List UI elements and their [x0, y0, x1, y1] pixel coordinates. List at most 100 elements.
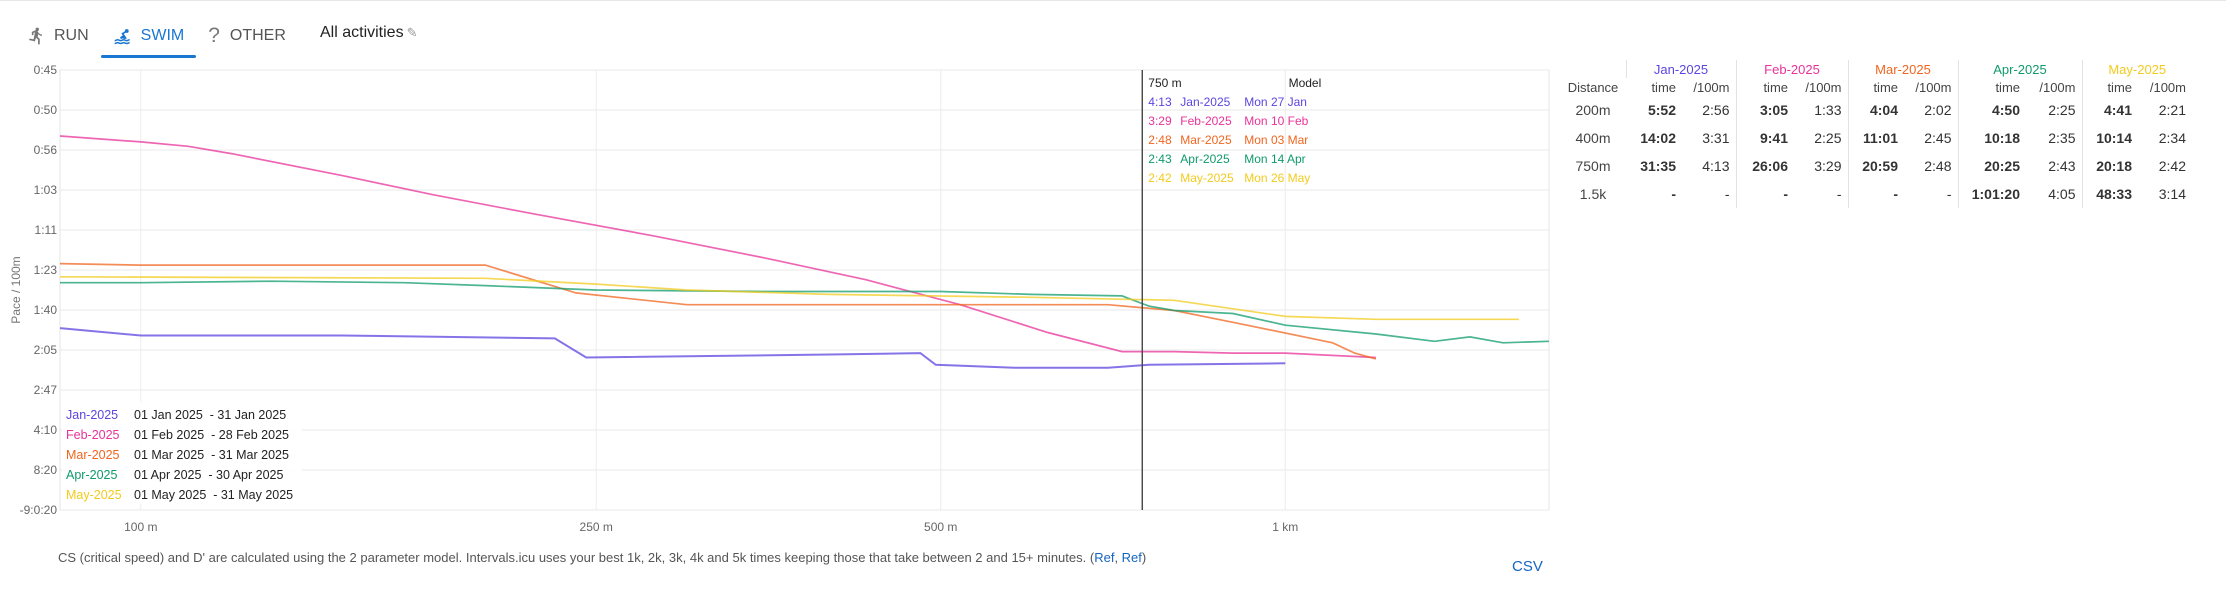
time-cell: 4:04: [1847, 96, 1906, 124]
legend-range: 01 Mar 2025 - 31 Mar 2025: [134, 448, 289, 462]
time-cell: 9:41: [1735, 124, 1796, 152]
pace-subheader: /100m: [2039, 79, 2076, 95]
y-tick-label: -9:0:20: [20, 503, 58, 517]
legend-background: [62, 402, 302, 504]
pace-cell: 2:34: [2158, 130, 2186, 146]
time-subheader: time: [1957, 78, 2028, 96]
tooltip-date: Mon 27 Jan: [1244, 95, 1307, 109]
tab-run-label: RUN: [54, 27, 89, 44]
pace-cell: 2:45: [1924, 130, 1952, 146]
note-text: CS (critical speed) and D' are calculate…: [58, 550, 1087, 565]
x-tick-label: 250 m: [580, 520, 613, 534]
all-activities-selector[interactable]: All activities ✎: [320, 24, 417, 42]
legend-name: Apr-2025: [66, 468, 117, 482]
distance-cell: 400m: [1575, 130, 1611, 146]
time-cell: 11:01: [1847, 124, 1906, 152]
pace-cell: 2:25: [2048, 102, 2076, 118]
run-icon: [29, 27, 42, 45]
tooltip-pace: 2:42: [1148, 171, 1172, 185]
time-subheader: time: [2081, 78, 2140, 96]
time-cell: 26:06: [1735, 152, 1796, 180]
time-cell: 3:05: [1735, 96, 1796, 124]
legend-name: Feb-2025: [66, 428, 120, 442]
pace-cell: 1:33: [1814, 102, 1842, 118]
y-tick-label: 4:10: [34, 423, 58, 437]
series-line-mar-2025: [59, 262, 1377, 360]
pace-cell: 4:05: [2048, 186, 2076, 202]
time-subheader: time: [1847, 78, 1906, 96]
tab-run[interactable]: RUN: [14, 18, 101, 54]
hover-tooltip: 750 m Model 4:13 Jan-2025 Mon 27 Jan 3:29 Feb-…: [1148, 76, 1321, 185]
tooltip-pace: 2:43: [1148, 152, 1172, 166]
all-activities-label: All activities: [320, 24, 404, 41]
tooltip-distance: 750 m: [1148, 76, 1181, 90]
month-header: Feb-2025: [1735, 60, 1848, 78]
pace-cell: 2:25: [1814, 130, 1842, 146]
month-header: Jan-2025: [1625, 60, 1736, 78]
time-subheader: time: [1735, 78, 1796, 96]
tooltip-model-header: Model: [1289, 76, 1322, 90]
pace-cell: -: [1836, 186, 1842, 202]
y-tick-label: 1:23: [34, 263, 58, 277]
pace-chart: 0:45 0:50 0:56 1:03 1:11 1:23 1:40 2:05 2:47 4:10…: [9, 63, 1550, 534]
tab-swim[interactable]: SWIM: [100, 18, 197, 58]
table-subheader-row: Distance time/100m time/100m time/100m time…: [1560, 78, 2192, 96]
tooltip-date: Mon 14 Apr: [1244, 152, 1305, 166]
top-border: [0, 0, 2226, 1]
tooltip-pace: 4:13: [1148, 95, 1172, 109]
tab-other[interactable]: ? OTHER: [196, 18, 298, 54]
table-month-header-row: Jan-2025 Feb-2025 Mar-2025 Apr-2025 May-2025: [1560, 60, 2192, 78]
cs-model-note: CS (critical speed) and D' are calculate…: [58, 550, 1147, 565]
month-header: May-2025: [2081, 60, 2192, 78]
pencil-icon: ✎: [406, 25, 418, 40]
table-row: 750m 31:35 4:13 26:06 3:29 20:59 2:48 20:25 2:43…: [1560, 152, 2192, 180]
time-subheader: time: [1651, 79, 1676, 95]
time-cell: 31:35: [1640, 158, 1676, 174]
time-cell: 14:02: [1640, 130, 1676, 146]
y-axis-title: Pace / 100m: [9, 256, 23, 323]
y-tick-label: 2:05: [34, 343, 58, 357]
distance-cell: 1.5k: [1579, 186, 1607, 202]
pace-cell: 4:13: [1702, 158, 1730, 174]
x-tick-label: 100 m: [124, 520, 157, 534]
chart-legend: Jan-2025 01 Jan 2025 - 31 Jan 2025 Feb-202…: [62, 402, 302, 504]
question-icon: ?: [208, 24, 220, 47]
pace-cell: 2:43: [2048, 158, 2076, 174]
tab-other-label: OTHER: [229, 27, 286, 44]
best-times-table: Jan-2025 Feb-2025 Mar-2025 Apr-2025 May-2025…: [1560, 60, 2192, 208]
ref-link-1[interactable]: Ref: [1094, 550, 1115, 565]
tab-swim-label: SWIM: [140, 27, 185, 44]
time-cell: 20:18: [2081, 152, 2140, 180]
table-row: 400m 14:02 3:31 9:41 2:25 11:01 2:45 10:18 2:35 1…: [1560, 124, 2192, 152]
sport-tabs: RUN SWIM ? OTHER: [14, 18, 298, 58]
csv-link[interactable]: CSV: [1512, 558, 1543, 575]
ref-link-2[interactable]: Ref: [1121, 550, 1142, 565]
pace-cell: -: [1724, 186, 1730, 202]
pace-cell: 2:42: [2158, 158, 2186, 174]
y-tick-label: 0:45: [34, 63, 58, 77]
series-line-apr-2025: [60, 280, 1550, 344]
tooltip-date: Mon 03 Mar: [1244, 133, 1308, 147]
time-cell: -: [1671, 186, 1676, 202]
swim-icon: [114, 29, 130, 45]
y-tick-label: 8:20: [34, 463, 58, 477]
y-tick-label: 0:56: [34, 143, 58, 157]
x-tick-label: 1 km: [1272, 520, 1298, 534]
pace-cell: -: [1946, 186, 1952, 202]
time-cell: -: [1847, 180, 1906, 208]
tooltip-period: Apr-2025: [1180, 152, 1230, 166]
pace-cell: 2:35: [2048, 130, 2076, 146]
legend-name: May-2025: [66, 488, 122, 502]
time-cell: -: [1735, 180, 1796, 208]
month-header: Apr-2025: [1957, 60, 2082, 78]
tooltip-period: Jan-2025: [1180, 95, 1230, 109]
pace-cell: 2:21: [2158, 102, 2186, 118]
distance-cell: 750m: [1575, 158, 1611, 174]
time-cell: 4:50: [1957, 96, 2028, 124]
table-body: 200m 5:52 2:56 3:05 1:33 4:04 2:02 4:50 2:25 4:41…: [1560, 96, 2192, 208]
time-cell: 48:33: [2081, 180, 2140, 208]
pace-cell: 3:14: [2158, 186, 2186, 202]
tooltip-date: Mon 10 Feb: [1244, 114, 1308, 128]
x-tick-label: 500 m: [924, 520, 957, 534]
time-cell: 1:01:20: [1957, 180, 2028, 208]
